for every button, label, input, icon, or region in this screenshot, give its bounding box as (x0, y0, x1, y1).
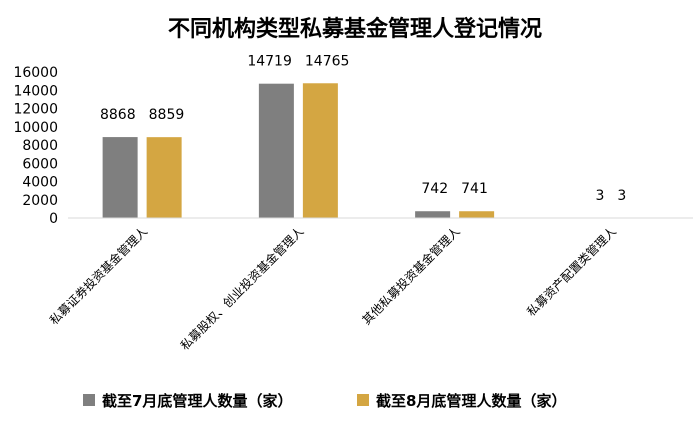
y-tick-label: 6000 (22, 156, 58, 172)
bar (459, 211, 495, 218)
data-label: 3 (617, 188, 626, 204)
legend: 截至7月底管理人数量（家） 截至8月底管理人数量（家） (83, 392, 566, 410)
y-tick-label: 14000 (13, 83, 58, 99)
data-label: 14719 (247, 54, 292, 70)
bar (146, 137, 182, 218)
legend-swatch (83, 394, 95, 406)
chart-title: 不同机构类型私募基金管理人登记情况 (168, 16, 542, 42)
legend-label: 截至7月底管理人数量（家） (102, 392, 292, 410)
data-labels: 8868 8859 14719 14765 742 741 3 3 (100, 53, 626, 204)
bars (102, 83, 651, 219)
y-tick-label: 0 (49, 211, 58, 227)
x-tick-label: 其他私募投资基金管理人 (359, 224, 463, 328)
data-label: 8868 (100, 107, 136, 123)
bar (302, 83, 338, 218)
data-label: 741 (461, 181, 488, 197)
data-label: 14765 (305, 53, 350, 69)
bar (258, 83, 294, 219)
x-tick-label: 私募资产配置类管理人 (524, 224, 619, 319)
legend-label: 截至8月底管理人数量（家） (376, 392, 566, 410)
bar (415, 211, 451, 218)
data-label: 742 (421, 181, 448, 197)
y-tick-label: 10000 (13, 120, 58, 136)
bar (102, 137, 138, 218)
data-label: 8859 (149, 107, 185, 123)
y-tick-label: 8000 (22, 138, 58, 154)
legend-swatch (357, 394, 369, 406)
x-tick-label: 私募股权、创业投资基金管理人 (177, 224, 306, 353)
y-axis: 0 2000 4000 6000 8000 10000 12000 14000 16000 (13, 65, 58, 227)
y-tick-label: 16000 (13, 65, 58, 81)
y-tick-label: 4000 (22, 175, 58, 191)
y-tick-label: 2000 (22, 193, 58, 209)
y-tick-label: 12000 (13, 102, 58, 118)
x-axis: 私募证券投资基金管理人 私募股权、创业投资基金管理人 其他私募投资基金管理人 私募资产… (46, 224, 619, 353)
data-label: 3 (595, 188, 604, 204)
x-tick-label: 私募证券投资基金管理人 (46, 224, 150, 328)
